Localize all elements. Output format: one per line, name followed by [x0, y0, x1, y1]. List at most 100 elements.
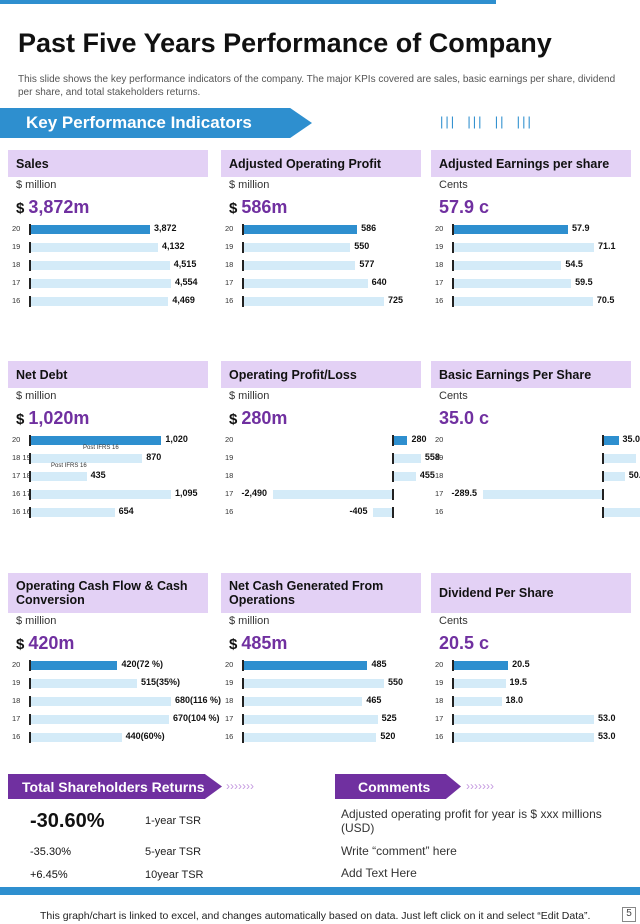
headline-value: 3,872m — [28, 197, 90, 217]
axis-tick — [602, 489, 604, 500]
bar — [454, 661, 509, 670]
axis-tick — [29, 660, 31, 671]
bar — [244, 225, 358, 234]
bar — [31, 243, 159, 252]
year-label: 19 — [12, 678, 21, 687]
axis-tick — [452, 660, 454, 671]
axis-tick — [452, 278, 454, 289]
year-label: 17 — [435, 489, 444, 498]
year-label: 18 — [225, 696, 234, 705]
axis-tick — [29, 471, 31, 482]
year-label: 16 — [12, 732, 21, 741]
top-rule — [0, 0, 496, 4]
panel-title: Dividend Per Share — [439, 586, 554, 600]
axis-tick — [242, 714, 244, 725]
value-label: 520 — [380, 731, 396, 741]
tsr-value: -30.60% — [30, 810, 105, 832]
panel-header: Adjusted Operating Profit — [221, 150, 421, 177]
value-label: 455 — [419, 470, 435, 480]
value-label: 515(35%) — [141, 677, 181, 687]
year-label: 20 — [225, 435, 234, 444]
bar — [454, 697, 502, 706]
currency: $ — [16, 411, 25, 428]
bar — [394, 436, 408, 445]
value-label: 3,872 — [154, 223, 177, 233]
year-label: 18 — [435, 471, 444, 480]
axis-tick — [452, 296, 454, 307]
headline-value: 280m — [241, 408, 288, 428]
value-label: 59.5 — [575, 277, 593, 287]
panel-title: Net Debt — [16, 367, 68, 382]
bar — [31, 490, 171, 499]
value-label: -289.5 — [451, 488, 477, 498]
banner-shape — [0, 108, 312, 138]
panel-title: Net Cash Generated From Operations — [229, 579, 384, 607]
axis-tick — [29, 296, 31, 307]
unit: Cents — [439, 390, 468, 402]
tsr-value: +6.45% — [30, 869, 68, 881]
axis-tick — [452, 678, 454, 689]
axis-tick — [242, 260, 244, 271]
panel-header: Basic Earnings Per Share — [431, 361, 631, 388]
year-label: 16 — [435, 507, 444, 516]
year-label: 16 — [12, 296, 21, 305]
currency: $ — [229, 200, 238, 217]
bar — [31, 733, 122, 742]
bar — [373, 508, 393, 517]
year-label: 16 — [225, 507, 234, 516]
bar — [244, 297, 384, 306]
year-label: 18 — [435, 696, 444, 705]
currency: $ — [229, 636, 238, 653]
bar — [454, 679, 506, 688]
bar — [31, 697, 171, 706]
year-label: 16 — [225, 296, 234, 305]
headline: 35.0 c — [439, 408, 489, 429]
axis-tick — [29, 242, 31, 253]
bar — [483, 490, 603, 499]
axis-tick — [392, 435, 394, 446]
axis-tick — [602, 471, 604, 482]
value-label: 725 — [388, 295, 404, 305]
year-label: 20 — [435, 660, 444, 669]
bar — [31, 715, 169, 724]
value-label: 20.5 — [512, 659, 530, 669]
bar — [604, 508, 640, 517]
chevrons: ››››››› — [226, 779, 254, 793]
value-label: 420(72 %) — [121, 659, 163, 669]
bar — [244, 733, 377, 742]
year-label: 19 — [225, 678, 234, 687]
value-label: 550 — [388, 677, 404, 687]
panel-title: Operating Profit/Loss — [229, 367, 357, 382]
description: This slide shows the key performance ind… — [18, 74, 616, 98]
bar — [31, 279, 171, 288]
year-label: 18 — [12, 260, 21, 269]
axis-tick — [29, 278, 31, 289]
year-label: 16 — [435, 296, 444, 305]
headline-value: 586m — [241, 197, 288, 217]
headline-value: 1,020m — [28, 408, 90, 428]
value-label: 53.0 — [598, 713, 616, 723]
panel-title: Basic Earnings Per Share — [439, 367, 592, 382]
value-label: 435 — [90, 470, 106, 480]
year-label: 18 — [435, 260, 444, 269]
tsr-label: 1-year TSR — [145, 815, 202, 827]
chevrons: ››››››› — [466, 779, 494, 793]
unit: $ million — [16, 179, 57, 191]
decoration: ||| ||| || ||| — [440, 114, 533, 129]
comment-line: Write “comment” here — [341, 844, 457, 858]
panel-header: Sales — [8, 150, 208, 177]
panel-title: Sales — [16, 156, 49, 171]
axis-tick — [242, 242, 244, 253]
year-label: 16 17 — [12, 489, 31, 498]
value-label: 525 — [381, 713, 397, 723]
headline: $1,020m — [16, 408, 89, 429]
axis-tick — [242, 296, 244, 307]
currency: $ — [16, 200, 25, 217]
year-label: 20 — [12, 435, 21, 444]
axis-tick — [29, 260, 31, 271]
axis-tick — [29, 453, 31, 464]
bar — [604, 454, 636, 463]
footer-text: This graph/chart is linked to excel, and… — [40, 910, 591, 922]
axis-tick — [29, 732, 31, 743]
bar — [454, 297, 593, 306]
